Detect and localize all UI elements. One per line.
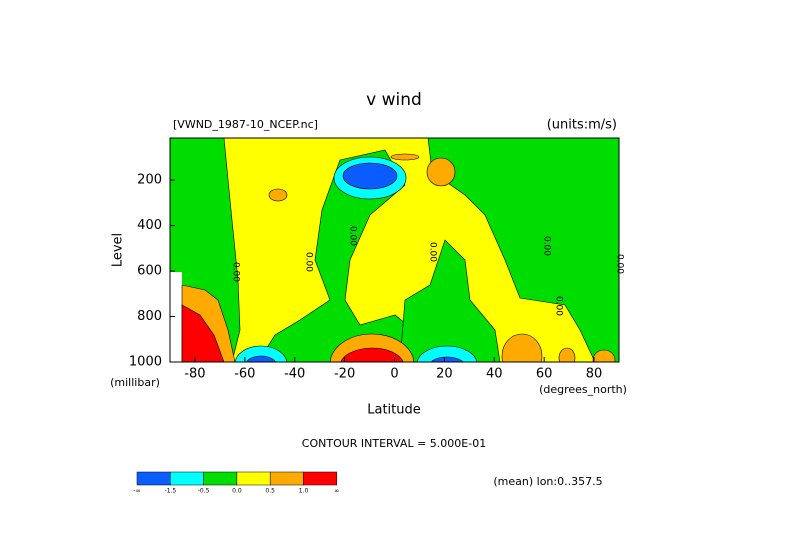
contour-label: 0.00	[428, 242, 438, 262]
chart-title: v wind	[366, 90, 422, 110]
y-units: (millibar)	[110, 376, 160, 389]
colorbar-label: -1.5	[164, 488, 176, 495]
colorbar-label: 0.5	[265, 488, 275, 495]
x-tick-label: -20	[334, 367, 355, 382]
x-tick-label: 0	[390, 367, 398, 382]
x-tick-label: -40	[284, 367, 305, 382]
region	[426, 157, 456, 187]
region	[501, 333, 543, 362]
dataset-label: [VWND_1987-10_NCEP.nc]	[173, 118, 318, 131]
region	[342, 162, 398, 190]
region	[427, 138, 619, 362]
x-tick-label: 80	[586, 367, 603, 382]
contour-label: 0.00	[615, 254, 625, 274]
region	[181, 304, 225, 362]
contour-field	[170, 138, 619, 362]
region	[234, 345, 288, 362]
x-tick-label: 20	[436, 367, 453, 382]
colorbar-swatch	[170, 471, 204, 486]
region	[430, 356, 464, 362]
region	[399, 239, 501, 362]
contour-label: 0.00	[554, 296, 564, 316]
contour-label: 0.00	[304, 252, 314, 272]
region	[245, 355, 277, 362]
x-tick-label: 40	[486, 367, 503, 382]
x-units: (degrees_north)	[539, 383, 627, 396]
colorbar-swatch	[269, 471, 304, 486]
region	[390, 153, 420, 161]
contour-label: 0.00	[542, 236, 552, 256]
x-tick-label: 60	[536, 367, 553, 382]
y-tick-label: 1000	[129, 355, 162, 370]
colorbar-swatch	[136, 471, 171, 486]
region	[416, 345, 478, 362]
colorbar-swatch	[236, 471, 271, 486]
region	[268, 188, 288, 202]
region	[558, 347, 576, 362]
contour-label: 0.00	[348, 226, 358, 246]
colorbar-label: -0.5	[198, 488, 210, 495]
y-tick-label: 600	[137, 264, 162, 279]
contour-interval: CONTOUR INTERVAL = 5.000E-01	[302, 437, 486, 450]
units-label: (units:m/s)	[547, 118, 617, 133]
colorbar-swatch	[303, 471, 338, 486]
colorbar-label: 0.0	[232, 488, 242, 495]
colorbar-swatch	[203, 471, 238, 486]
colorbar-label: 1.0	[299, 488, 309, 495]
footer: (mean) lon:0..357.5	[493, 475, 602, 488]
x-tick-label: -60	[234, 367, 255, 382]
y-axis-label: Level	[111, 233, 126, 267]
region	[329, 333, 415, 362]
colorbar-label: ∞	[334, 488, 339, 495]
y-tick-label: 400	[137, 218, 162, 233]
x-tick-label: -80	[184, 367, 205, 382]
colorbar-label: -∞	[133, 488, 140, 495]
y-tick-label: 800	[137, 309, 162, 324]
region	[592, 349, 616, 362]
y-tick-label: 200	[137, 173, 162, 188]
contour-labels: 0.00 0.00 0.00 0.00 0.00 0.00 0.00	[231, 226, 625, 316]
region	[340, 347, 404, 362]
contour-label: 0.00	[231, 262, 241, 282]
region-blank	[170, 272, 182, 362]
x-axis-label: Latitude	[367, 403, 421, 418]
